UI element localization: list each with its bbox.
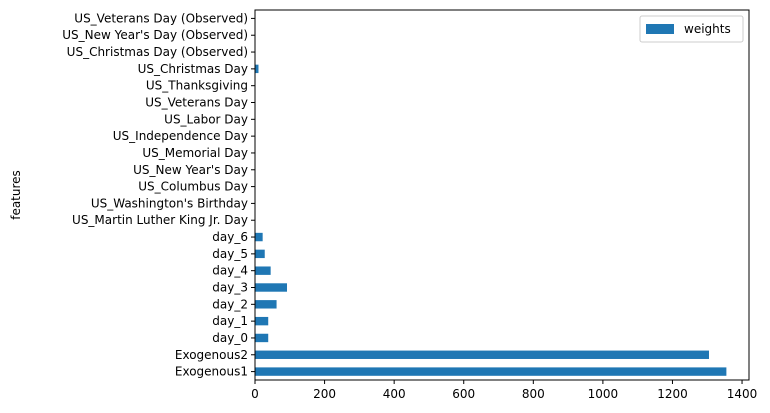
bar <box>255 367 727 376</box>
x-axis-ticks: 0 200 400 600 800 1000 1200 1400 <box>251 380 757 401</box>
bar <box>255 350 709 359</box>
bar <box>255 64 259 74</box>
x-tick-label: 600 <box>452 387 475 401</box>
y-tick-label: US_Martin Luther King Jr. Day <box>72 213 248 227</box>
bars-group <box>255 64 727 376</box>
x-tick-label: 1000 <box>588 387 619 401</box>
y-tick-label: day_2 <box>212 297 248 311</box>
bar <box>255 232 263 242</box>
y-tick-label: US_Christmas Day (Observed) <box>67 45 248 59</box>
bar <box>255 333 269 343</box>
y-tick-label: day_6 <box>212 230 248 244</box>
legend-swatch <box>646 24 674 34</box>
y-axis-label: features <box>9 170 23 220</box>
legend-label: weights <box>684 22 731 36</box>
bar <box>255 300 277 309</box>
y-tick-label: day_5 <box>212 247 248 261</box>
x-tick-label: 200 <box>313 387 336 401</box>
y-axis-ticks: Exogenous1 Exogenous2 day_0 day_1 day_2 day_3… <box>62 11 255 379</box>
legend: weights <box>639 15 744 43</box>
x-tick-label: 1200 <box>657 387 688 401</box>
y-tick-label: day_1 <box>212 314 248 328</box>
y-tick-label: US_Washington's Birthday <box>91 196 248 210</box>
bar <box>255 266 271 275</box>
y-tick-label: day_3 <box>212 281 248 295</box>
y-tick-label: US_Veterans Day <box>145 96 248 110</box>
y-tick-label: US_Veterans Day (Observed) <box>74 11 248 25</box>
y-tick-label: Exogenous1 <box>175 365 248 379</box>
bar <box>255 249 265 259</box>
y-tick-label: US_Columbus Day <box>138 180 248 194</box>
y-tick-label: US_New Year's Day <box>133 163 248 177</box>
y-tick-label: day_0 <box>212 331 248 345</box>
y-tick-label: US_New Year's Day (Observed) <box>62 28 248 42</box>
x-tick-label: 0 <box>251 387 259 401</box>
plot-frame <box>254 9 750 381</box>
x-tick-label: 1400 <box>727 387 758 401</box>
y-tick-label: US_Thanksgiving <box>146 79 248 93</box>
y-tick-label: US_Christmas Day <box>138 62 248 76</box>
x-tick-label: 400 <box>383 387 406 401</box>
y-tick-label: US_Memorial Day <box>142 146 248 160</box>
legend-box <box>639 15 744 43</box>
y-tick-label: Exogenous2 <box>175 348 248 362</box>
y-tick-label: day_4 <box>212 264 248 278</box>
y-tick-label: US_Independence Day <box>113 129 248 143</box>
x-tick-label: 800 <box>522 387 545 401</box>
bar <box>255 316 269 326</box>
bar <box>255 283 288 292</box>
y-tick-label: US_Labor Day <box>164 112 248 126</box>
